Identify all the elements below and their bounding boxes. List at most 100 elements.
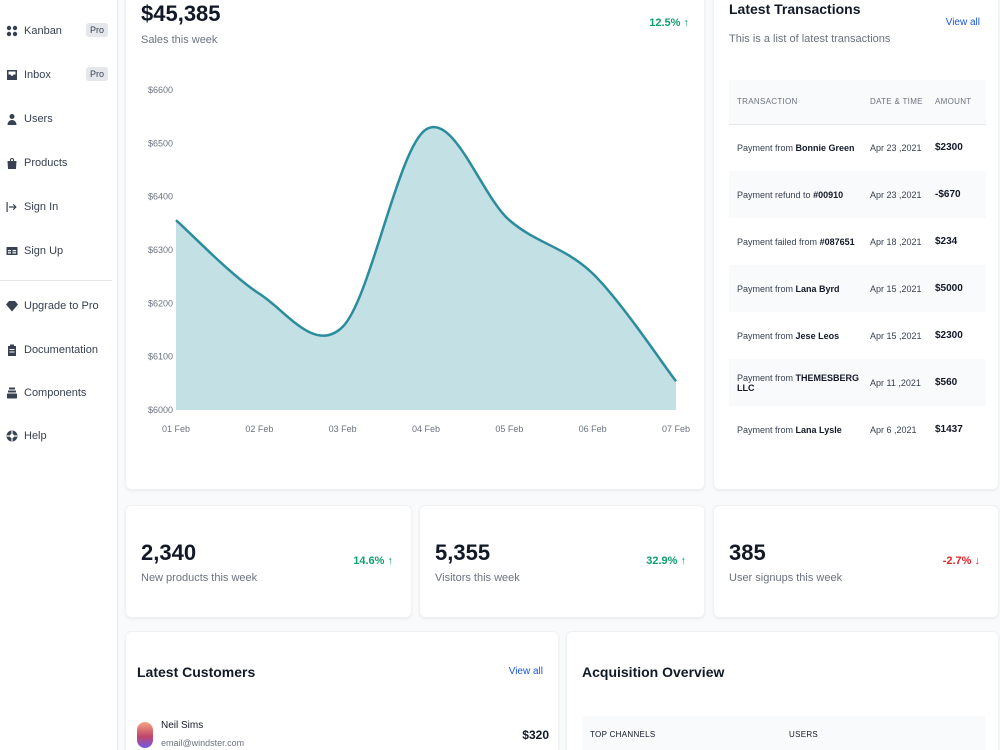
acquisition-table-header: TOP CHANNELS USERS (582, 716, 985, 750)
y-tick-label: $6200 (148, 298, 173, 308)
column-header: TRANSACTION (729, 80, 862, 125)
stat-trend: 32.9% ↑ (646, 555, 686, 567)
sidebar-divider (0, 280, 112, 281)
trend-value: 12.5% (649, 17, 681, 29)
amount-cell: -$670 (927, 171, 986, 218)
sales-value: $45,385 (141, 1, 221, 26)
transaction-cell: Payment from THEMESBERG LLC (729, 359, 862, 406)
stat-value: 385 (729, 540, 766, 565)
table-row: Payment refund to #00910 Apr 23 ,2021 -$… (729, 171, 986, 218)
sidebar-item-sign-in[interactable]: Sign In (6, 195, 110, 219)
sidebar-item-kanban[interactable]: Kanban Pro (6, 19, 110, 43)
transaction-cell: Payment from Jese Leos (737, 330, 840, 341)
sales-chart: $6600 $6500 $6400 $6300 $6200 $6100 $6000 01 Fe… (148, 85, 690, 434)
clipboard-icon (6, 344, 18, 356)
grid-icon (6, 25, 18, 37)
avatar (137, 722, 153, 748)
chart-area-fill (176, 127, 676, 410)
list-item[interactable]: Neil Sims email@windster.com $320 (137, 718, 549, 750)
transactions-subtitle: This is a list of latest transactions (729, 33, 891, 45)
column-header: USERS (789, 730, 819, 739)
table-row: Payment failed from #087651 Apr 18 ,2021… (729, 218, 986, 265)
table-row: Payment from THEMESBERG LLC Apr 11 ,2021… (729, 359, 986, 406)
bag-icon (6, 157, 18, 169)
sidebar-item-components[interactable]: Components (6, 381, 110, 405)
acquisition-title: Acquisition Overview (582, 664, 725, 680)
amount-cell: $2300 (935, 330, 963, 341)
transactions-card: Latest Transactions This is a list of la… (713, 0, 999, 490)
user-signups-card: 385 User signups this week -2.7% ↓ (713, 505, 999, 618)
sidebar-item-sign-up[interactable]: Sign Up (6, 239, 110, 263)
acquisition-card: Acquisition Overview TOP CHANNELS USERS (566, 631, 999, 750)
transactions-table: TRANSACTION DATE & TIME AMOUNT Payment f… (729, 80, 986, 453)
sidebar-item-label: Sign Up (24, 245, 64, 257)
x-tick-label: 01 Feb (162, 424, 190, 434)
arrow-up-icon: ↑ (680, 555, 687, 567)
sidebar-item-label: Kanban (24, 25, 62, 37)
view-all-transactions-link[interactable]: View all (945, 17, 980, 28)
inbox-icon (6, 69, 18, 81)
sidebar-item-documentation[interactable]: Documentation (6, 338, 110, 362)
amount-cell: $2300 (935, 142, 963, 154)
sidebar-item-inbox[interactable]: Inbox Pro (6, 63, 110, 87)
lifebuoy-icon (6, 430, 18, 442)
sidebar-item-label: Components (24, 387, 87, 399)
stat-value: 5,355 (435, 540, 491, 565)
view-all-customers-link[interactable]: View all (508, 666, 543, 677)
customer-amount: $320 (522, 728, 549, 742)
column-header: AMOUNT (927, 80, 986, 125)
sidebar: Kanban Pro Inbox Pro Users Products Sign… (0, 0, 118, 750)
stat-trend: 14.6% ↑ (353, 555, 393, 567)
sidebar-item-label: Help (24, 430, 47, 442)
y-tick-label: $6300 (148, 245, 173, 255)
pro-badge: Pro (85, 23, 108, 37)
table-row: Payment from Bonnie Green Apr 23 ,2021 $… (729, 124, 986, 171)
transaction-cell: Payment from Bonnie Green (737, 142, 855, 153)
x-tick-label: 06 Feb (579, 424, 607, 434)
y-tick-label: $6100 (148, 352, 173, 362)
date-cell: Apr 15 ,2021 (870, 330, 922, 341)
date-cell: Apr 6 ,2021 (870, 424, 917, 435)
y-tick-label: $6400 (148, 192, 173, 202)
sidebar-item-upgrade[interactable]: Upgrade to Pro (6, 294, 110, 318)
x-tick-label: 05 Feb (495, 424, 523, 434)
date-cell: Apr 11 ,2021 (862, 359, 927, 406)
table-row: Payment from Lana Lysle Apr 6 ,2021 $143… (729, 406, 986, 453)
stat-label: Visitors this week (435, 572, 520, 584)
customers-title: Latest Customers (137, 664, 256, 680)
sidebar-item-label: Users (24, 113, 53, 125)
sales-trend: 12.5% ↑ (649, 17, 689, 29)
x-tick-label: 07 Feb (662, 424, 690, 434)
stat-trend: -2.7% ↓ (942, 555, 981, 567)
transaction-cell: Payment from Lana Byrd (729, 265, 862, 312)
arrow-up-icon: ↑ (387, 555, 394, 567)
customer-name: Neil Sims (161, 720, 204, 731)
stat-label: User signups this week (729, 572, 843, 584)
table-header-row: TRANSACTION DATE & TIME AMOUNT (729, 80, 986, 125)
chart-series-line (175, 125, 677, 382)
new-products-card: 2,340 New products this week 14.6% ↑ (125, 505, 412, 618)
x-tick-label: 02 Feb (245, 424, 273, 434)
sidebar-item-label: Inbox (24, 69, 51, 81)
date-cell: Apr 15 ,2021 (862, 265, 927, 312)
sidebar-item-help[interactable]: Help (6, 424, 110, 448)
sidebar-item-label: Products (24, 157, 68, 169)
sidebar-item-users[interactable]: Users (6, 107, 110, 131)
stack-icon (6, 387, 18, 399)
transaction-cell: Payment failed from #087651 (737, 236, 855, 247)
transaction-cell: Payment from Lana Lysle (737, 424, 842, 435)
stat-value: 2,340 (141, 540, 197, 565)
amount-cell: $234 (935, 236, 958, 247)
y-tick-label: $6000 (148, 405, 173, 415)
transactions-title: Latest Transactions (729, 1, 861, 17)
arrow-down-icon: ↓ (974, 555, 981, 567)
gem-icon (6, 300, 18, 312)
x-tick-label: 03 Feb (329, 424, 357, 434)
id-card-icon (6, 245, 18, 257)
arrow-up-icon: ↑ (683, 17, 690, 29)
y-tick-label: $6500 (148, 138, 173, 148)
sidebar-item-products[interactable]: Products (6, 151, 110, 175)
sidebar-item-label: Sign In (24, 201, 59, 213)
customer-email: email@windster.com (161, 738, 245, 748)
transaction-cell: Payment refund to #00910 (729, 171, 862, 218)
